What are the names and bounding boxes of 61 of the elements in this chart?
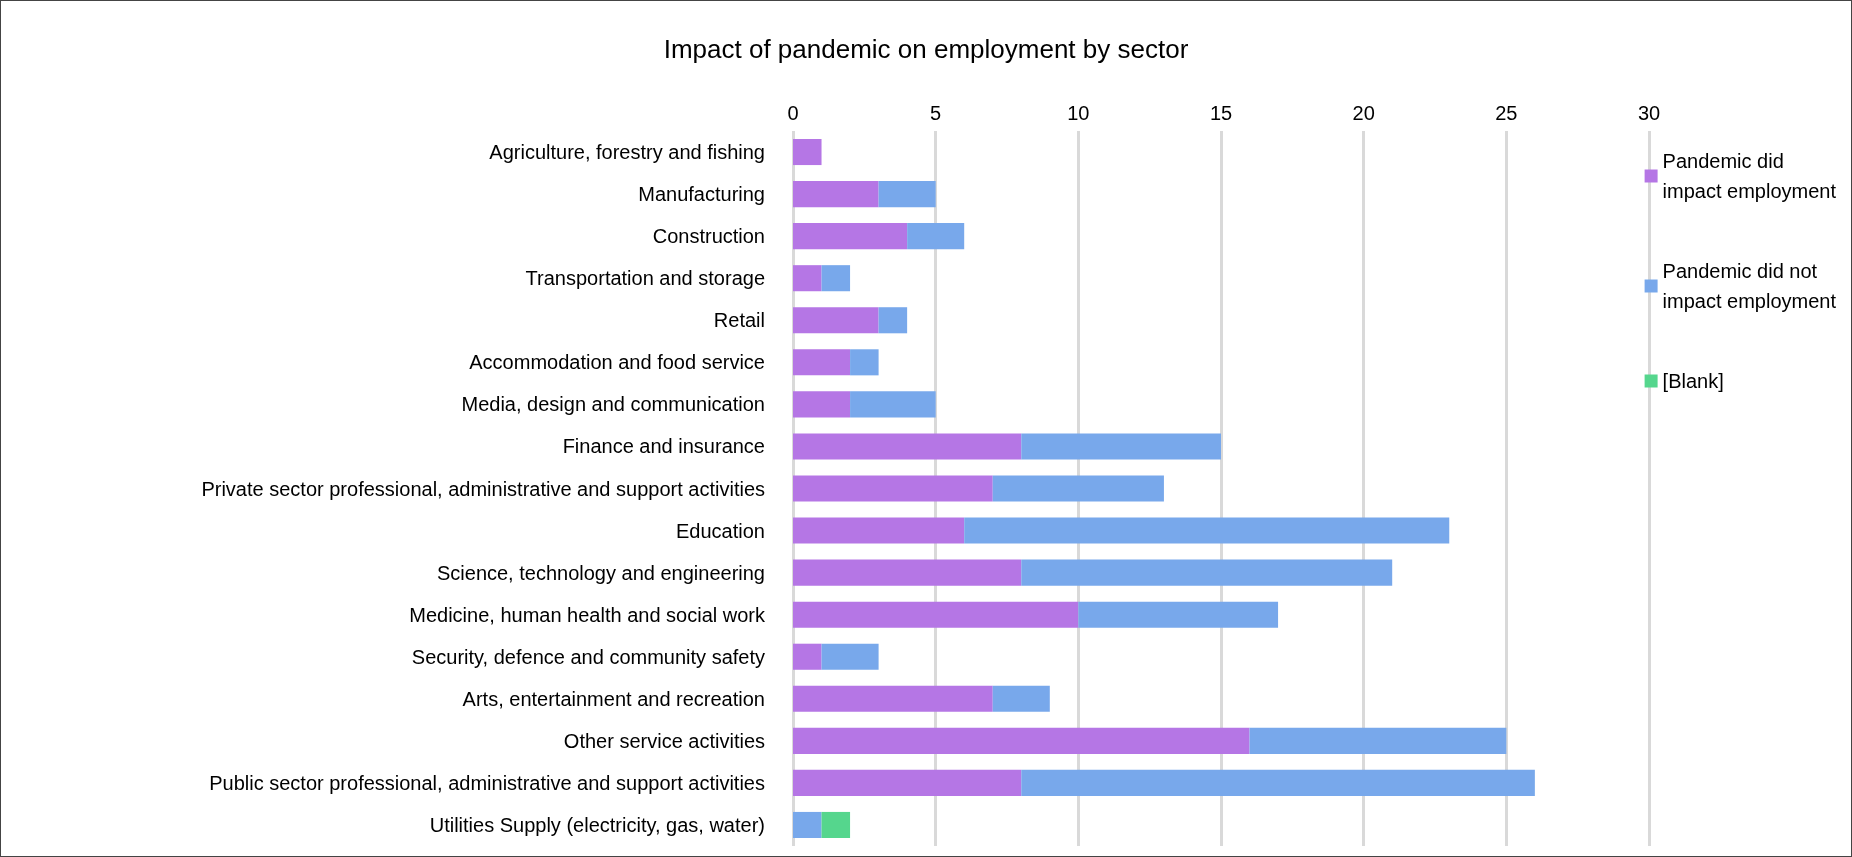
bar xyxy=(850,391,936,418)
bar xyxy=(1021,559,1393,586)
y-tick-label: Arts, entertainment and recreation xyxy=(462,687,765,710)
bar xyxy=(793,391,851,418)
y-tick-label: Education xyxy=(676,519,765,542)
bar xyxy=(964,517,1450,544)
legend-label: Pandemic did not impact employment xyxy=(1662,260,1837,312)
y-tick-label: Utilities Supply (electricity, gas, water) xyxy=(429,813,765,836)
bar xyxy=(793,349,851,376)
bar xyxy=(992,475,1164,502)
legend-label: Pandemic did impact employment xyxy=(1662,150,1837,202)
chart-title: Impact of pandemic on employment by sector xyxy=(663,34,1189,64)
bar xyxy=(850,349,879,376)
bar xyxy=(1021,433,1221,460)
x-tick-label: 20 xyxy=(1352,102,1375,124)
y-tick-label: Finance and insurance xyxy=(562,435,765,458)
y-tick-label: Medicine, human health and social work xyxy=(409,603,766,626)
bar xyxy=(793,559,1022,586)
bar xyxy=(907,223,965,250)
y-tick-label: Transportation and storage xyxy=(525,267,765,290)
y-tick-label: Construction xyxy=(652,225,765,248)
bar xyxy=(793,727,1250,754)
bar xyxy=(793,433,1022,460)
y-tick-label: Public sector professional, administrative and support activities xyxy=(209,771,765,794)
x-tick-label: 0 xyxy=(787,102,799,124)
legend-label: [Blank] xyxy=(1662,370,1724,392)
bar xyxy=(793,769,1022,796)
y-tick-label: Security, defence and community safety xyxy=(411,645,765,668)
bar xyxy=(793,811,822,839)
bar xyxy=(793,223,908,250)
bar xyxy=(1021,769,1535,796)
y-tick-label: Media, design and communication xyxy=(461,393,765,416)
y-tick-label: Other service activities xyxy=(563,729,765,752)
bar xyxy=(793,265,822,292)
bar xyxy=(1249,727,1507,754)
bar xyxy=(793,307,879,334)
y-tick-label: Science, technology and engineering xyxy=(436,561,765,584)
bar xyxy=(821,643,879,670)
bar xyxy=(878,307,908,334)
y-tick-label: Retail xyxy=(713,309,765,332)
x-tick-label: 10 xyxy=(1067,102,1090,124)
bar xyxy=(793,181,879,208)
bar xyxy=(992,685,1050,712)
bar xyxy=(878,181,936,208)
bar xyxy=(793,685,993,712)
bar xyxy=(793,138,822,166)
y-tick-label: Manufacturing xyxy=(638,183,765,206)
bar xyxy=(821,811,851,839)
y-tick-label: Private sector professional, administrative and support activities xyxy=(201,477,765,500)
x-tick-label: 5 xyxy=(930,102,942,124)
x-tick-label: 25 xyxy=(1495,102,1518,124)
bar xyxy=(821,265,851,292)
bar xyxy=(793,643,822,670)
y-tick-label: Accommodation and food service xyxy=(469,351,765,374)
bar xyxy=(793,517,965,544)
x-tick-label: 15 xyxy=(1209,102,1233,124)
x-tick-label: 30 xyxy=(1637,102,1661,124)
bar xyxy=(1078,601,1279,628)
bar xyxy=(793,601,1079,628)
y-tick-label: Agriculture, forestry and fishing xyxy=(489,141,765,164)
bar xyxy=(793,475,993,502)
